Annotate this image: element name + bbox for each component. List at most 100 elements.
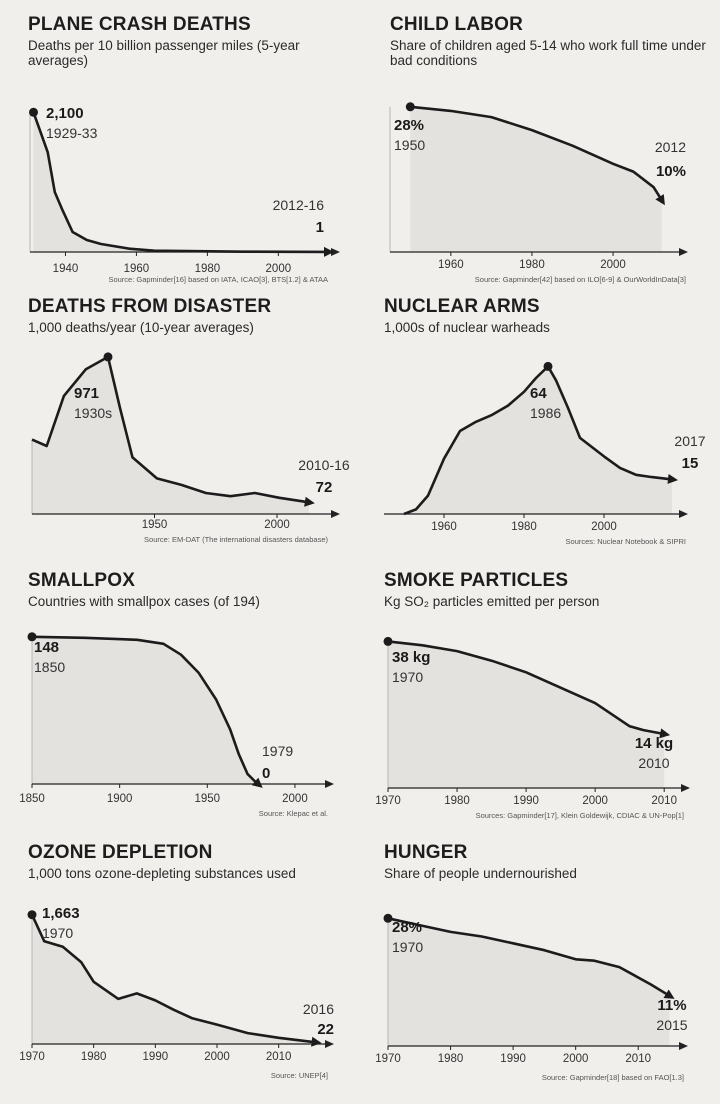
series-line	[32, 111, 329, 254]
start-dot	[27, 910, 37, 920]
start-value-label: 971	[74, 385, 99, 402]
x-tick-label: 1980	[444, 795, 470, 807]
chart-ozone-depletion: OZONE DEPLETION 1,000 tons ozone-depleti…	[19, 842, 368, 1104]
series-line	[410, 105, 663, 201]
start-dot	[27, 632, 37, 642]
chart-plot: 1960 1980 2000 Source: Gapminder[42] based …	[389, 102, 688, 284]
x-tick-label: 1970	[375, 795, 401, 807]
trend-arrow	[663, 989, 675, 999]
end-value-label: 1	[316, 219, 324, 236]
trend-arrow	[667, 474, 678, 484]
chart-subtitle: Share of children aged 5-14 who work ful…	[390, 38, 706, 68]
end-value-label: 11%	[657, 997, 686, 1014]
end-period-label: 2016	[303, 1001, 334, 1017]
end-value-label: 72	[316, 479, 333, 496]
source-note: Sources: Nuclear Notebook & SIPRI	[566, 537, 686, 546]
x-tick-label: 2010	[651, 795, 677, 807]
end-period-label: 2012	[655, 139, 686, 155]
end-period-label: 1979	[262, 743, 293, 759]
x-axis-arrow	[679, 1042, 688, 1050]
chart-subtitle: Kg SO₂ particles emitted per person	[384, 594, 600, 609]
start-dot	[383, 913, 393, 923]
end-period-label: 2010-16	[298, 457, 350, 473]
start-period-label: 1930s	[74, 405, 112, 421]
start-value-label: 148	[34, 639, 59, 656]
x-axis-arrow	[679, 510, 688, 518]
chart-plane-crash-deaths: PLANE CRASH DEATHS Deaths per 10 billion…	[28, 14, 368, 284]
x-tick-label: 2000	[282, 793, 308, 805]
start-dot	[405, 102, 415, 112]
x-tick-label: 2000	[266, 263, 292, 275]
area-fill	[32, 356, 309, 514]
source-note: Source: Gapminder[42] based on ILO[6-9] …	[475, 275, 686, 284]
source-note: Source: Gapminder[18] based on FAO[1.3]	[542, 1073, 684, 1082]
trend-arrow	[251, 777, 263, 788]
chart-title: PLANE CRASH DEATHS	[28, 14, 251, 35]
series-line	[403, 365, 673, 516]
x-tick-label: 1970	[19, 1051, 45, 1063]
x-tick-label: 1980	[81, 1051, 107, 1063]
chart-plot: 1960 1980 2000 Sources: Nuclear Notebook & …	[384, 361, 706, 546]
x-tick-label: 1940	[53, 263, 79, 275]
x-axis-arrow	[325, 780, 334, 788]
start-dot	[543, 361, 553, 371]
end-period-label: 2015	[656, 1017, 687, 1033]
x-tick-label: 1990	[500, 1053, 526, 1065]
chart-title: HUNGER	[384, 842, 468, 863]
chart-title: DEATHS FROM DISASTER	[28, 296, 272, 317]
start-value-label: 28%	[392, 919, 422, 936]
x-tick-label: 2000	[204, 1051, 230, 1063]
chart-plot: 1970 1980 1990 2000 2010 Source: Gapminder[18…	[375, 913, 688, 1082]
x-tick-label: 2000	[563, 1053, 589, 1065]
x-axis-arrow	[331, 248, 340, 256]
x-tick-label: 1980	[511, 521, 537, 533]
chart-plot: 1970 1980 1990 2000 2010 Sources: Gapminder[1…	[375, 636, 690, 820]
chart-title: CHILD LABOR	[390, 14, 524, 35]
x-tick-label: 2010	[266, 1051, 292, 1063]
start-period-label: 1950	[394, 137, 425, 153]
area-fill	[32, 914, 316, 1044]
start-value-label: 1,663	[42, 905, 80, 922]
chart-subtitle: Countries with smallpox cases (of 194)	[28, 594, 260, 609]
source-note: Source: Klepac et al.	[259, 809, 328, 818]
area-fill	[388, 641, 665, 788]
series-line	[31, 355, 310, 504]
end-period-label: 2012-16	[273, 197, 325, 213]
end-value-label: 14 kg	[635, 735, 673, 752]
source-note: Source: Gapminder[16] based on IATA, ICA…	[108, 275, 328, 284]
x-tick-label: 1980	[195, 263, 221, 275]
area-fill	[388, 918, 670, 1046]
start-dot	[103, 352, 113, 362]
x-tick-label: 1950	[194, 793, 220, 805]
start-value-label: 38 kg	[392, 649, 430, 666]
x-axis-arrow	[681, 784, 690, 792]
start-value-label: 2,100	[46, 105, 84, 122]
trend-arrow	[324, 246, 334, 257]
x-tick-label: 1950	[142, 519, 168, 531]
x-tick-label: 2000	[264, 519, 290, 531]
series-line	[31, 635, 259, 785]
end-value-label: 22	[317, 1021, 334, 1038]
chart-plot: 1970 1980 1990 2000 2010 Source: UNEP[4] 1,663…	[19, 905, 334, 1080]
x-axis-arrow	[331, 510, 340, 518]
source-note: Source: EM-DAT (The international disast…	[144, 535, 328, 544]
x-tick-label: 1990	[143, 1051, 169, 1063]
chart-plot: 1850 1900 1950 2000 Source: Klepac et al. 148…	[19, 632, 334, 818]
x-tick-label: 1900	[107, 793, 133, 805]
chart-title: OZONE DEPLETION	[28, 842, 213, 863]
series-line	[387, 640, 665, 736]
x-tick-label: 2000	[591, 521, 617, 533]
x-tick-label: 1970	[375, 1053, 401, 1065]
chart-title: SMALLPOX	[28, 570, 136, 591]
end-period-label: 2010	[638, 755, 669, 771]
chart-subtitle: 1,000 deaths/year (10-year averages)	[28, 320, 254, 335]
start-dot	[29, 107, 38, 117]
x-tick-label: 1850	[19, 793, 45, 805]
start-value-label: 28%	[394, 117, 424, 134]
trend-arrow	[304, 496, 315, 507]
x-tick-label: 2000	[582, 795, 608, 807]
x-tick-label: 2010	[625, 1053, 651, 1065]
start-period-label: 1970	[42, 925, 73, 941]
chart-title: SMOKE PARTICLES	[384, 570, 569, 591]
